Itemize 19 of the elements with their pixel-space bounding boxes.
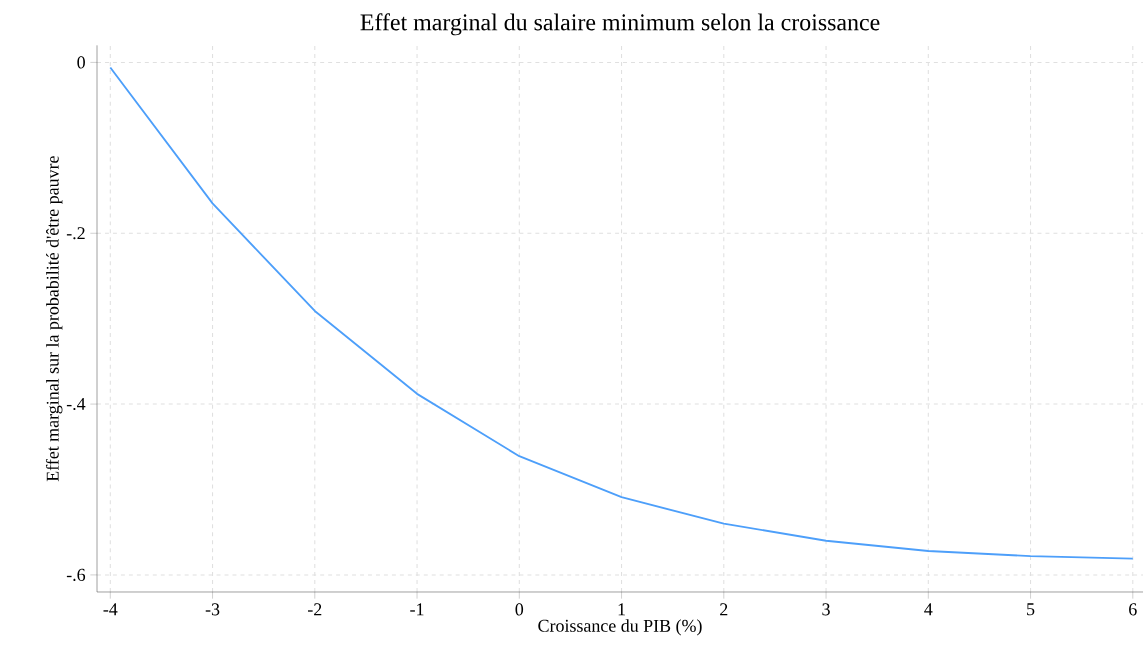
x-tick-label: -3	[205, 603, 220, 616]
x-tick-label: -4	[103, 603, 118, 616]
y-tick-label: -.6	[66, 568, 86, 581]
y-tick-label: 0	[77, 56, 85, 69]
x-tick-label: 5	[1027, 603, 1035, 616]
y-tick-label: -.2	[66, 227, 85, 240]
line-series	[109, 66, 1134, 560]
x-tick-label: -2	[307, 603, 322, 616]
x-tick-label: 3	[822, 603, 830, 616]
x-tick-label: -1	[410, 603, 424, 616]
chart-title: Effet marginal du salaire minimum selon la croissance	[360, 13, 880, 36]
y-axis-title: Effet marginal sur la probabilité d'être pauvre	[45, 156, 63, 482]
x-tick-label: 4	[924, 603, 933, 616]
x-tick-label: 2	[720, 603, 728, 616]
x-tick-label: 1	[618, 603, 625, 616]
x-tick-label: 0	[515, 603, 524, 616]
x-axis-title: Croissance du PIB (%)	[538, 619, 702, 636]
x-tick-label: 6	[1129, 603, 1137, 616]
y-tick-label: -.4	[66, 398, 86, 411]
